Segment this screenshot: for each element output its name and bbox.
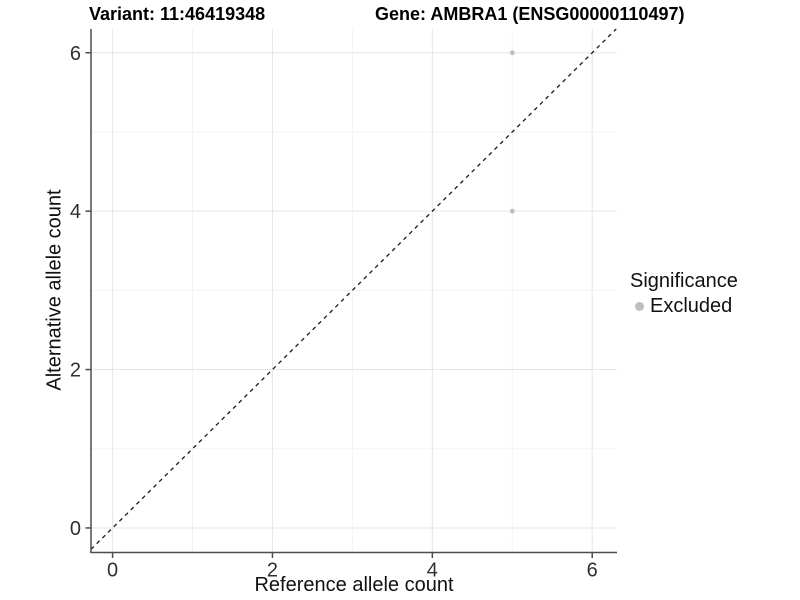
variant-title: Variant: 11:46419348 [89, 4, 266, 24]
y-axis-title: Alternative allele count [43, 189, 66, 391]
x-tick-label: 6 [587, 560, 598, 582]
data-point [509, 50, 515, 56]
x-tick-label: 2 [267, 560, 278, 582]
x-tick-label: 4 [427, 560, 438, 582]
x-tick-label: 0 [107, 560, 118, 582]
legend-item-excluded: Excluded [630, 295, 738, 318]
x-axis-title: Reference allele count [254, 574, 454, 596]
y-tick-label: 2 [70, 360, 81, 382]
legend: Significance Excluded [630, 270, 738, 318]
identity-reference-line [90, 28, 617, 550]
legend-title: Significance [630, 270, 738, 292]
legend-point-icon [635, 302, 644, 311]
data-point [509, 208, 515, 214]
y-tick-label: 6 [70, 43, 81, 65]
gene-title: Gene: AMBRA1 (ENSG00000110497) [375, 4, 685, 24]
legend-item-label: Excluded [650, 295, 733, 317]
y-tick-label: 4 [70, 201, 81, 223]
y-tick-label: 0 [70, 518, 81, 540]
